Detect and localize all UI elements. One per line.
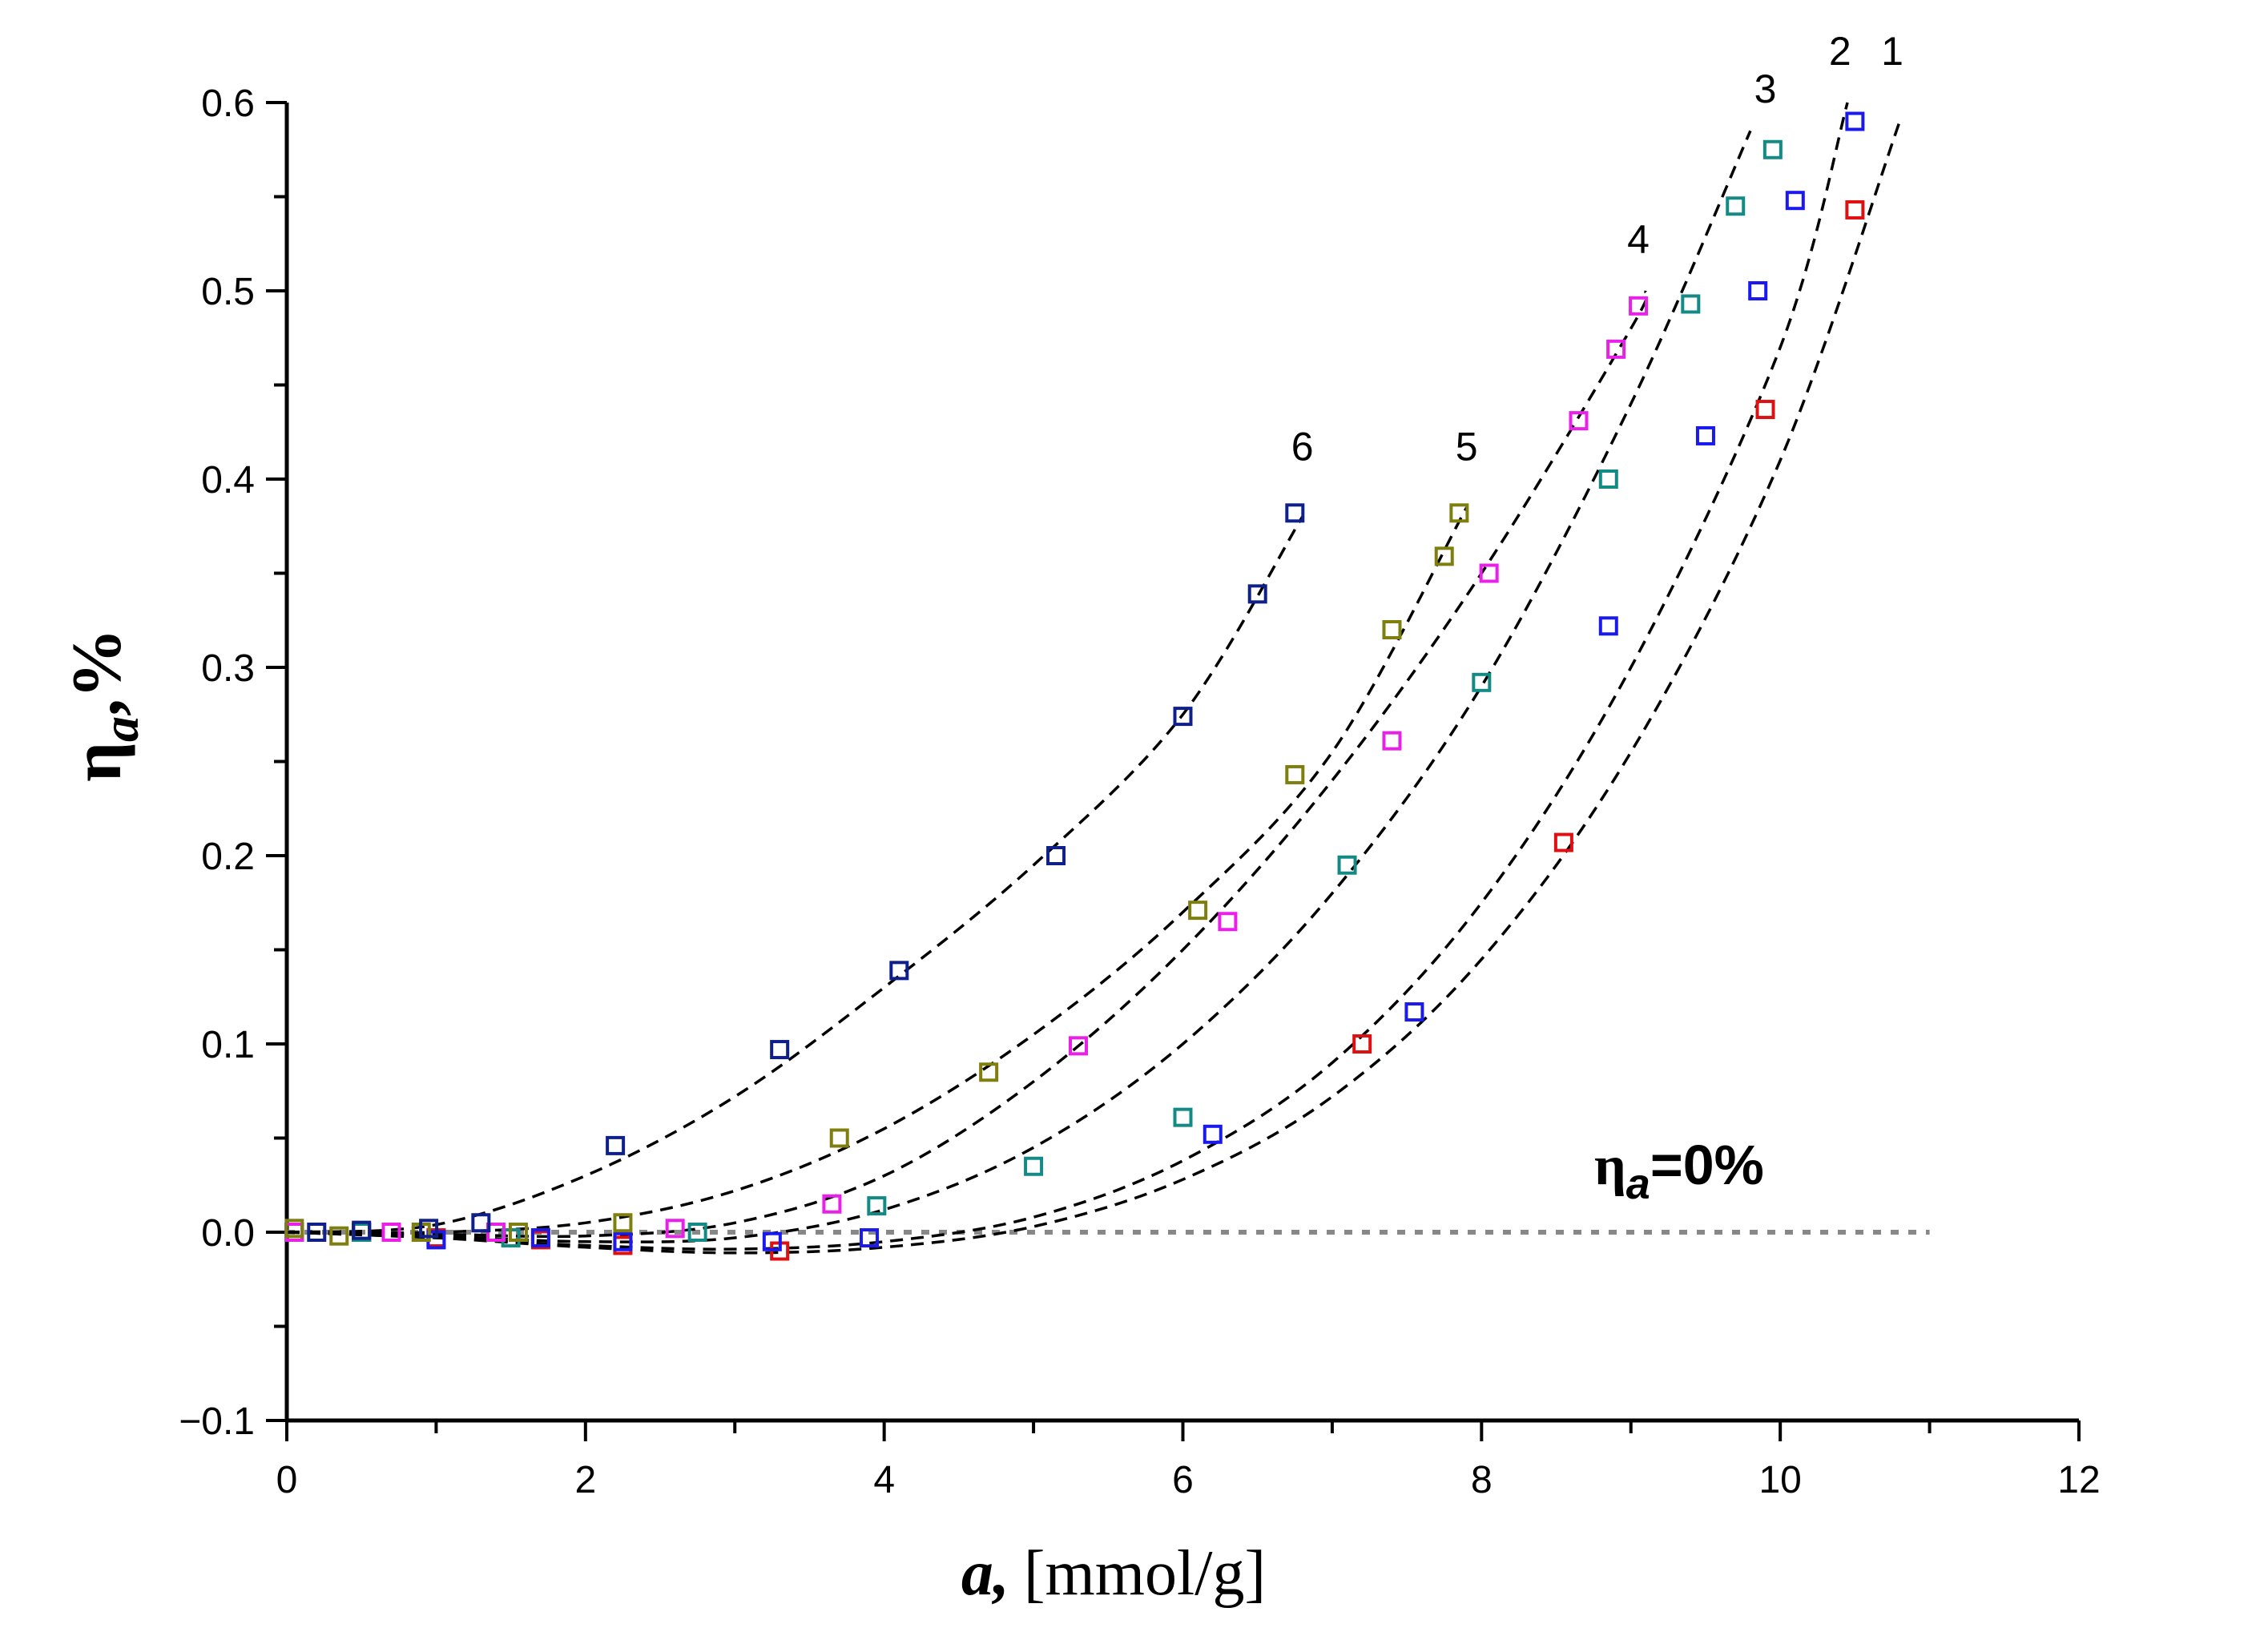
- data-point-series-5: [284, 1219, 304, 1239]
- data-point-series-2: [1748, 281, 1768, 300]
- y-tick-label: 0.2: [201, 836, 255, 878]
- data-point-series-4: [1629, 296, 1649, 316]
- data-point-series-2: [1598, 616, 1618, 636]
- data-point-series-4: [1569, 411, 1589, 431]
- data-point-series-6: [1046, 846, 1066, 865]
- curve-label-6: 6: [1291, 425, 1314, 469]
- data-point-series-2: [1404, 1002, 1424, 1022]
- data-point-series-5: [1285, 764, 1305, 784]
- data-point-series-6: [471, 1213, 491, 1233]
- data-points: [284, 111, 1865, 1261]
- x-axis-label: a, [mmol/g]: [961, 1538, 1266, 1609]
- data-point-series-5: [1188, 901, 1208, 921]
- data-point-series-2: [860, 1228, 880, 1248]
- data-point-series-5: [829, 1128, 849, 1148]
- data-point-series-6: [1173, 707, 1193, 727]
- x-tick-label: 12: [2057, 1459, 2100, 1501]
- data-point-series-3: [687, 1223, 707, 1242]
- data-point-series-2: [1845, 111, 1865, 131]
- curve-label-1: 1: [1881, 29, 1903, 74]
- data-point-series-6: [1247, 584, 1267, 604]
- curve-label-2: 2: [1829, 29, 1851, 74]
- data-point-series-2: [1785, 191, 1805, 211]
- data-point-series-5: [329, 1226, 349, 1246]
- data-point-series-6: [419, 1219, 439, 1239]
- data-point-series-6: [307, 1223, 327, 1242]
- data-point-series-6: [352, 1220, 372, 1240]
- data-point-series-4: [1069, 1036, 1089, 1056]
- data-point-series-2: [1695, 425, 1715, 445]
- data-point-series-5: [979, 1062, 999, 1082]
- data-point-series-4: [1606, 339, 1626, 359]
- data-point-series-2: [1202, 1124, 1223, 1144]
- fit-curve-3: [286, 130, 1752, 1243]
- fit-curve-2: [286, 102, 1849, 1251]
- data-point-series-3: [1598, 469, 1618, 489]
- fit-curve-4: [286, 290, 1650, 1239]
- curve-label-3: 3: [1754, 66, 1777, 111]
- data-point-series-1: [1553, 832, 1573, 852]
- data-point-series-4: [381, 1223, 401, 1242]
- data-point-series-4: [822, 1194, 842, 1214]
- data-point-series-3: [1337, 855, 1357, 875]
- x-tick-label: 8: [1471, 1459, 1493, 1501]
- y-tick-label: 0.1: [201, 1024, 255, 1066]
- fit-curves: [286, 102, 1901, 1255]
- fit-curve-6: [286, 516, 1304, 1234]
- data-point-series-3: [1472, 672, 1492, 692]
- data-point-series-6: [770, 1040, 790, 1060]
- data-point-series-5: [1449, 503, 1469, 523]
- data-point-series-3: [1726, 196, 1746, 216]
- data-point-series-2: [762, 1231, 782, 1251]
- data-point-series-4: [1382, 731, 1402, 751]
- data-point-series-3: [1024, 1156, 1044, 1176]
- zero-annotation: ηa=0%: [1594, 1134, 1764, 1208]
- curve-label-4: 4: [1627, 217, 1650, 262]
- data-point-series-5: [1434, 546, 1454, 566]
- data-point-series-1: [1352, 1034, 1372, 1054]
- data-point-series-2: [613, 1231, 633, 1251]
- x-tick-label: 6: [1172, 1459, 1194, 1501]
- y-tick-label: 0.6: [201, 83, 255, 125]
- x-tick-label: 10: [1758, 1459, 1801, 1501]
- data-point-series-3: [1762, 139, 1783, 159]
- y-tick-label: 0.3: [201, 647, 255, 690]
- y-tick-label: 0.5: [201, 271, 255, 313]
- data-point-series-6: [889, 961, 909, 981]
- fit-curve-1: [286, 120, 1901, 1255]
- y-tick-label: −0.1: [179, 1400, 255, 1443]
- data-point-series-4: [1218, 912, 1238, 932]
- data-point-series-1: [1845, 199, 1865, 220]
- data-point-series-3: [1173, 1107, 1193, 1127]
- data-point-series-5: [508, 1223, 528, 1242]
- data-point-series-6: [1285, 503, 1305, 523]
- data-point-series-5: [613, 1213, 633, 1233]
- data-point-series-5: [1382, 620, 1402, 639]
- data-point-series-1: [1755, 400, 1775, 420]
- data-point-series-2: [530, 1228, 550, 1248]
- x-tick-label: 4: [873, 1459, 895, 1501]
- curve-labels: 12 3 4 5 6: [1291, 29, 1903, 469]
- data-point-series-3: [1681, 294, 1701, 314]
- data-point-series-3: [867, 1196, 887, 1216]
- curve-label-5: 5: [1456, 425, 1478, 469]
- axes: 0 2 4 6 8 10 12 −0.1 0.0 0.1 0.2 0.3 0.4 0.5 0.6: [179, 83, 2100, 1501]
- y-axis-label: ηa,%: [58, 628, 149, 782]
- data-point-series-6: [606, 1135, 626, 1155]
- y-tick-label: 0.4: [201, 459, 255, 502]
- data-point-series-4: [1479, 563, 1499, 583]
- y-tick-label: 0.0: [201, 1212, 255, 1255]
- x-tick-label: 2: [574, 1459, 596, 1501]
- data-point-series-4: [665, 1219, 685, 1239]
- x-tick-label: 0: [276, 1459, 298, 1501]
